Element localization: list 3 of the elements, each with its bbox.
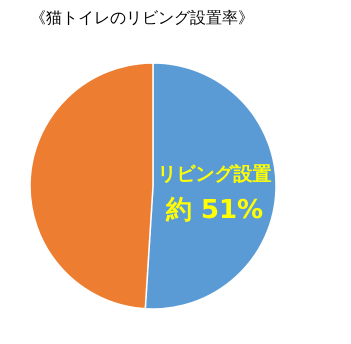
chart-title: 《猫トイレのリビング設置率》 — [30, 8, 254, 27]
slice-label: リビング設置 — [157, 162, 272, 185]
data-label: 約 51% — [164, 194, 264, 225]
